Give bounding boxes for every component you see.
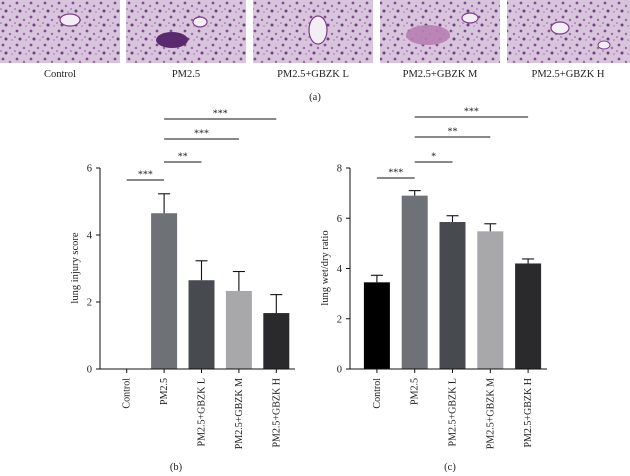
bar — [263, 313, 290, 369]
histology-feature — [59, 13, 81, 27]
x-tick-label: PM2.5+GBZK L — [448, 378, 459, 446]
histology-feature — [406, 25, 450, 45]
x-tick-label: PM2.5+GBZK H — [271, 378, 282, 448]
histology-feature — [192, 16, 208, 28]
histology-panel: Control PM2.5 PM2.5+GBZK L PM2.5+GBZK M … — [0, 0, 630, 103]
histology-label: PM2.5+GBZK L — [277, 69, 349, 80]
histology-feature — [156, 32, 188, 48]
significance-brackets: *********** — [126, 109, 277, 181]
bar — [188, 280, 215, 369]
x-tick-label: Control — [122, 378, 133, 409]
y-tick-label: 0 — [87, 365, 92, 376]
bars — [363, 190, 542, 369]
bar — [401, 195, 428, 369]
significance-label: *** — [464, 107, 479, 118]
histology-image-gbzk-h — [507, 0, 630, 63]
bar — [151, 213, 178, 369]
significance-brackets: ********* — [376, 107, 529, 179]
y-tick-label: 0 — [337, 365, 342, 376]
histology-feature — [461, 12, 479, 24]
y-tick-label: 8 — [337, 164, 342, 175]
significance-label: ** — [448, 127, 458, 138]
histology-label: PM2.5+GBZK M — [403, 69, 478, 80]
histology-image-pm25 — [126, 0, 246, 63]
histology-feature — [308, 15, 328, 45]
x-tick-label: Control — [372, 378, 383, 409]
histology-feature — [550, 21, 570, 35]
y-tick-label: 2 — [337, 314, 342, 325]
y-axis-label: lung injury score — [70, 232, 81, 303]
bar — [439, 222, 466, 369]
axes: 0 2 4 6 8 Control PM2.5 PM2.5+GBZK L PM2.5+GBZK … — [337, 164, 547, 449]
x-tick-label: PM2.5+GBZK H — [523, 378, 534, 448]
bar — [477, 231, 504, 369]
y-tick-label: 4 — [337, 264, 343, 275]
significance-label: *** — [213, 109, 228, 120]
y-tick-label: 4 — [87, 231, 93, 242]
histology-label: Control — [44, 69, 76, 80]
panel-label-a: (a) — [309, 92, 321, 103]
histology-image-control — [0, 0, 120, 63]
bars — [151, 193, 290, 369]
significance-label: ** — [178, 152, 188, 163]
panel-label-c: (c) — [444, 462, 456, 473]
x-tick-label: PM2.5+GBZK L — [197, 378, 208, 446]
bar — [225, 290, 252, 369]
bar — [515, 263, 542, 369]
significance-label: *** — [194, 129, 209, 140]
x-tick-label: PM2.5+GBZK M — [234, 378, 245, 449]
y-axis-label: lung wet/dry ratio — [320, 230, 331, 305]
x-tick-label: PM2.5 — [410, 378, 421, 405]
y-tick-label: 6 — [337, 214, 342, 225]
y-tick-label: 2 — [87, 298, 92, 309]
y-tick-label: 6 — [87, 164, 92, 175]
panel-label-b: (b) — [170, 462, 183, 473]
histology-label: PM2.5+GBZK H — [531, 69, 604, 80]
bar — [363, 282, 390, 369]
significance-label: *** — [138, 170, 153, 181]
axes: 0 2 4 6 Control PM2.5 PM2.5+GBZK L PM2.5+GBZK M… — [87, 164, 295, 449]
significance-label: *** — [388, 168, 403, 179]
x-tick-label: PM2.5 — [159, 378, 170, 405]
x-tick-label: PM2.5+GBZK M — [485, 378, 496, 449]
histology-feature — [597, 40, 611, 50]
histology-label: PM2.5 — [172, 69, 200, 80]
significance-label: * — [431, 152, 436, 163]
